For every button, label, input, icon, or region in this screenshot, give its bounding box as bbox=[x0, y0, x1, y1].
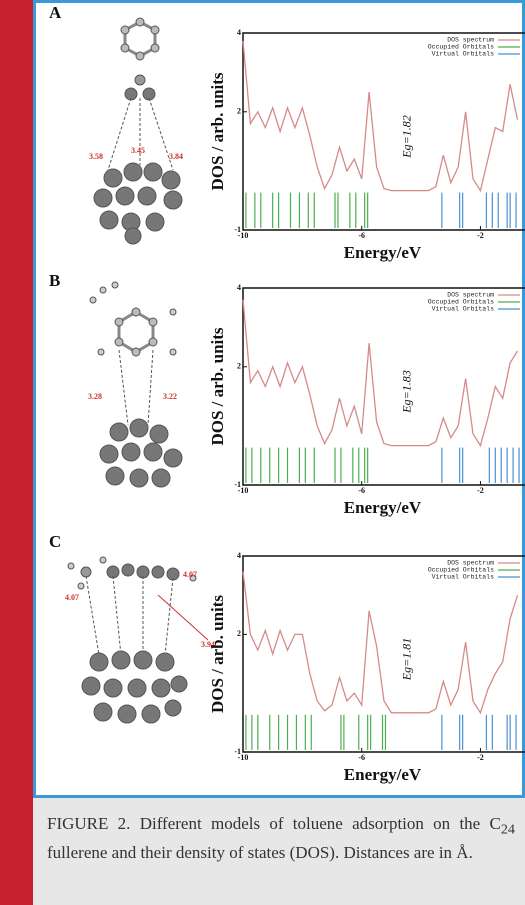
x-tick-label: -2 bbox=[477, 231, 484, 240]
y-tick-label: 2 bbox=[237, 362, 241, 371]
caption: FIGURE 2. Different models of toluene ad… bbox=[47, 812, 515, 865]
y-tick-label: 2 bbox=[237, 629, 241, 638]
distance-label: 4.07 bbox=[183, 570, 197, 579]
gap-annotation: Eg=1.82 bbox=[399, 115, 413, 158]
x-axis-label: Energy/eV bbox=[344, 498, 422, 517]
y-axis-label: DOS / arb. units bbox=[208, 327, 227, 445]
y-tick-label: 4 bbox=[237, 28, 241, 37]
y-tick-label: -1 bbox=[234, 225, 241, 234]
y-axis-label: DOS / arb. units bbox=[208, 72, 227, 190]
figure: A 3.58 3.45 3.84 B 3.28 3.22 C 4.07 4.07… bbox=[33, 0, 525, 800]
page: {"panels": [ {"label": "A", "distances":… bbox=[0, 0, 525, 905]
panel-label: C bbox=[49, 532, 61, 551]
caption-subscript: 24 bbox=[501, 821, 515, 837]
legend-label: Occupied Orbitals bbox=[428, 44, 494, 51]
x-tick-label: -2 bbox=[477, 486, 484, 495]
distance-label: 3.84 bbox=[169, 152, 183, 161]
side-bar bbox=[0, 0, 33, 905]
distance-label: 3.22 bbox=[163, 392, 177, 401]
legend-label: Virtual Orbitals bbox=[432, 306, 495, 313]
legend-label: DOS spectrum bbox=[447, 37, 494, 44]
distance-label: 3.45 bbox=[131, 146, 145, 155]
legend-label: DOS spectrum bbox=[447, 560, 494, 567]
caption-text: fullerene and their density of states (D… bbox=[47, 843, 473, 862]
panel-label: A bbox=[49, 3, 62, 22]
x-tick-label: -6 bbox=[358, 231, 365, 240]
figure-frame bbox=[35, 2, 524, 797]
panel-label: B bbox=[49, 271, 60, 290]
legend-label: Occupied Orbitals bbox=[428, 567, 494, 574]
x-tick-label: -6 bbox=[358, 486, 365, 495]
x-tick-label: -2 bbox=[477, 753, 484, 762]
gap-annotation: Eg=1.81 bbox=[399, 638, 413, 681]
y-axis-label: DOS / arb. units bbox=[208, 595, 227, 713]
y-tick-label: 2 bbox=[237, 107, 241, 116]
distance-label: 3.58 bbox=[89, 152, 103, 161]
x-axis-label: Energy/eV bbox=[344, 765, 422, 784]
caption-text: FIGURE 2. Different models of toluene ad… bbox=[47, 814, 501, 833]
legend-label: Virtual Orbitals bbox=[432, 574, 495, 581]
legend-label: DOS spectrum bbox=[447, 292, 494, 299]
x-axis-label: Energy/eV bbox=[344, 243, 422, 262]
y-tick-label: 4 bbox=[237, 551, 241, 560]
gap-annotation: Eg=1.83 bbox=[399, 370, 413, 413]
legend-label: Occupied Orbitals bbox=[428, 299, 494, 306]
y-tick-label: -1 bbox=[234, 747, 241, 756]
x-tick-label: -6 bbox=[358, 753, 365, 762]
distance-label: 3.28 bbox=[88, 392, 102, 401]
y-tick-label: -1 bbox=[234, 480, 241, 489]
y-tick-label: 4 bbox=[237, 283, 241, 292]
distance-label: 4.07 bbox=[65, 593, 79, 602]
legend-label: Virtual Orbitals bbox=[432, 51, 495, 58]
